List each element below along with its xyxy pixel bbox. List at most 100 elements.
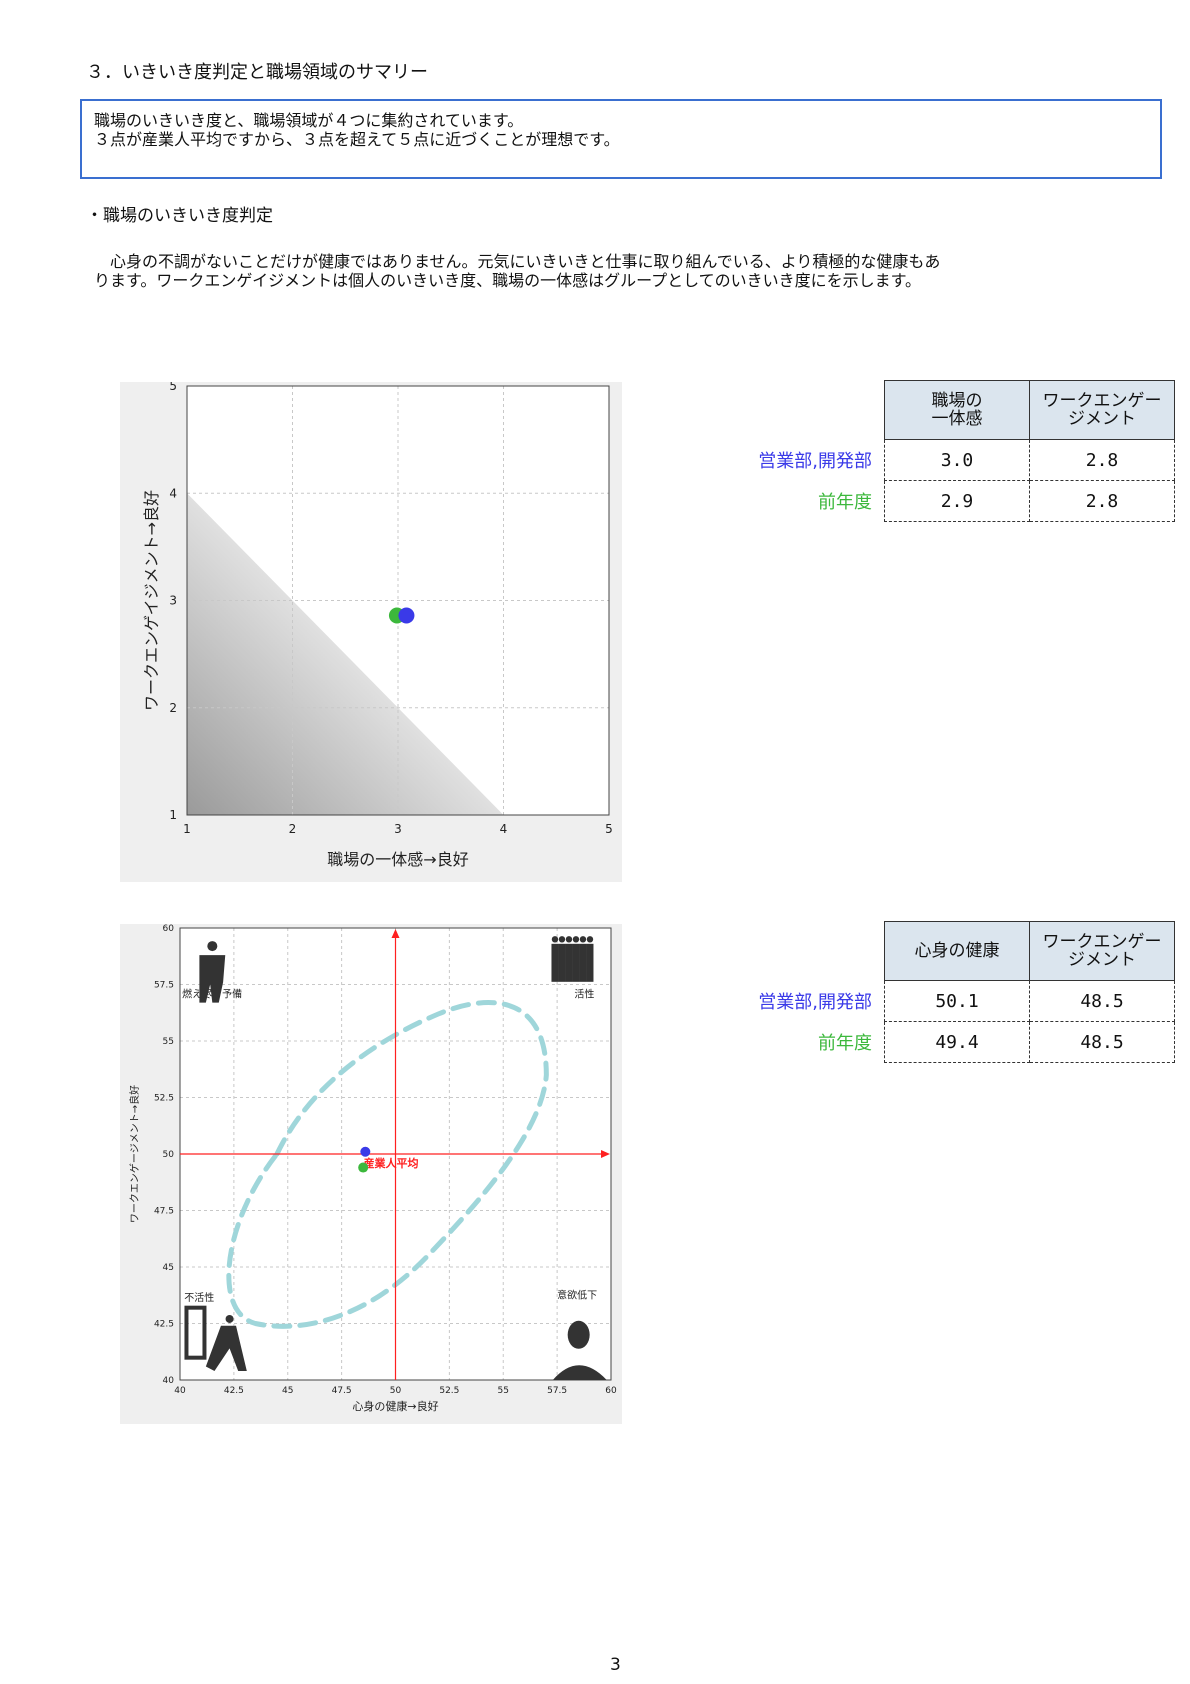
icon-head (579, 936, 587, 943)
x-tick-label: 42.5 (224, 1386, 244, 1396)
x-axis-label: 職場の一体感→良好 (327, 850, 468, 869)
icon-door (184, 1305, 207, 1360)
stressed-person-icon (199, 941, 226, 1003)
icon-body (558, 943, 566, 982)
y-tick-label: 40 (163, 1376, 175, 1386)
summary-line-1: 職場のいきいき度と、職場領域が４つに集約されています。 (94, 111, 524, 130)
table1-row1-unity: 3.0 (884, 439, 1030, 481)
x-tick-label: 40 (174, 1386, 186, 1396)
table-row: 前年度 2.9 2.8 (700, 480, 1175, 522)
x-tick-label: 50 (390, 1386, 402, 1396)
icon-head (572, 936, 580, 943)
x-tick-label: 4 (500, 822, 508, 836)
crowd-icon (551, 936, 594, 982)
t2h2: ワークエンゲー ジメント (1042, 932, 1162, 970)
summary-box: 職場のいきいき度と、職場領域が４つに集約されています。 ３点が産業人平均ですから… (80, 99, 1162, 179)
plot-frame (186, 385, 610, 816)
icon-shoulders (552, 1365, 607, 1380)
table1-row2-engagement: 2.8 (1029, 480, 1175, 522)
y-tick-label: 52.5 (154, 1094, 174, 1104)
data-point (398, 607, 415, 624)
icon-body (551, 943, 559, 982)
t1h2: ワークエンゲー ジメント (1042, 391, 1162, 429)
chart2-svg: 40 42.5 45 47.5 50 52.5 55 57.5 60 40 42.5 45 47.5 50… (128, 924, 617, 1413)
y-tick-label: 50 (163, 1150, 175, 1160)
icon-body (199, 955, 226, 1003)
average-horizontal-arrow (601, 1150, 610, 1158)
x-tick-label: 45 (282, 1386, 293, 1396)
average-vertical-arrow (391, 929, 400, 938)
table1-row1-label: 営業部,開発部 (758, 451, 872, 472)
x-tick-label: 3 (394, 822, 402, 836)
y-axis-label: ワークエンゲージメント→良好 (128, 1085, 141, 1223)
chart1-svg: 1 2 3 4 5 1 2 3 4 5 職場の一体感→良好 ワークエンゲイジメント→良好 (142, 379, 613, 869)
table-row: 営業部,開発部 3.0 2.8 (700, 439, 1175, 481)
table2-row2-engagement: 48.5 (1029, 1021, 1175, 1063)
icon-body (586, 943, 594, 982)
x-tick-label: 57.5 (547, 1386, 567, 1396)
engagement-unity-chart: 1 2 3 4 5 1 2 3 4 5 職場の一体感→良好 ワークエンゲイジメント→良好 (120, 379, 622, 882)
data-point (358, 1162, 369, 1173)
y-tick-label: 1 (169, 808, 177, 822)
table1-header-engagement: ワークエンゲー ジメント (1029, 380, 1175, 440)
head-silhouette-icon (552, 1320, 607, 1380)
exit-person-icon (184, 1305, 247, 1371)
table1-row2-label: 前年度 (818, 492, 872, 513)
t2h1: 心身の健康 (914, 941, 1000, 961)
x-tick-label: 55 (498, 1386, 509, 1396)
data-point (360, 1146, 371, 1157)
table2-row2-health: 49.4 (884, 1021, 1030, 1063)
icon-head (567, 1320, 590, 1349)
icon-body (565, 943, 573, 982)
section-title: ３．いきいき度判定と職場領域のサマリー (86, 62, 428, 83)
x-tick-label: 5 (605, 822, 613, 836)
icon-head (551, 936, 559, 943)
y-tick-label: 47.5 (154, 1207, 174, 1217)
x-tick-label: 2 (289, 822, 297, 836)
table-row: 前年度 49.4 48.5 (700, 1021, 1175, 1063)
score-table-2: 心身の健康 ワークエンゲー ジメント 営業部,開発部 50.1 48.5 前年度 … (700, 921, 1175, 1063)
icon-head (207, 941, 218, 952)
x-tick-label: 52.5 (439, 1386, 459, 1396)
y-axis-label: ワークエンゲイジメント→良好 (142, 490, 161, 711)
body-line-2: ります。ワークエンゲイジメントは個人のいきいき度、職場の一体感はグループとしての… (94, 271, 922, 290)
low-zone-shade (187, 493, 504, 815)
icon-body (205, 1325, 247, 1371)
y-tick-label: 60 (163, 924, 175, 934)
body-line-1: 心身の不調がないことだけが健康ではありません。元気にいきいきと仕事に取り組んでい… (94, 252, 941, 271)
t1h1: 職場の 一体感 (931, 391, 983, 429)
y-tick-label: 42.5 (154, 1320, 174, 1330)
table1-header-unity: 職場の 一体感 (884, 380, 1030, 440)
quadrant-label-top-right: 活性 (574, 988, 594, 1001)
table2-row1-engagement: 48.5 (1029, 980, 1175, 1022)
icon-body (572, 943, 580, 982)
icon-head (225, 1314, 234, 1323)
y-tick-label: 4 (169, 486, 177, 500)
table2-row1-health: 50.1 (884, 980, 1030, 1022)
icon-head (565, 936, 573, 943)
table-row: 営業部,開発部 50.1 48.5 (700, 980, 1175, 1022)
quadrant-label-bottom-left: 不活性 (184, 1291, 214, 1304)
body-paragraph: 心身の不調がないことだけが健康ではありません。元気にいきいきと仕事に取り組んでい… (94, 252, 1164, 290)
icon-head (558, 936, 566, 943)
sub-heading: ・職場のいきいき度判定 (86, 206, 273, 226)
x-axis-label: 心身の健康→良好 (352, 1399, 438, 1413)
table2-row1-label: 営業部,開発部 (758, 992, 872, 1013)
region-ellipse (226, 1000, 549, 1329)
icon-head (586, 936, 594, 943)
icon-body (579, 943, 587, 982)
table2-header-engagement: ワークエンゲー ジメント (1029, 921, 1175, 981)
y-tick-label: 5 (169, 382, 177, 393)
y-tick-label: 55 (163, 1037, 174, 1047)
table1-row1-engagement: 2.8 (1029, 439, 1175, 481)
y-tick-label: 57.5 (154, 981, 174, 991)
score-table-1: 職場の 一体感 ワークエンゲー ジメント 営業部,開発部 3.0 2.8 前年度 2… (700, 380, 1175, 522)
quadrant-label-bottom-right: 意欲低下 (557, 1289, 597, 1302)
average-label: 産業人平均 (364, 1156, 419, 1170)
summary-line-2: ３点が産業人平均ですから、３点を超えて５点に近づくことが理想です。 (94, 130, 620, 149)
page-number: 3 (610, 1655, 621, 1675)
y-tick-label: 3 (169, 594, 177, 608)
table2-row2-label: 前年度 (818, 1033, 872, 1054)
y-tick-label: 2 (169, 701, 177, 715)
table2-header-health: 心身の健康 (884, 921, 1030, 981)
